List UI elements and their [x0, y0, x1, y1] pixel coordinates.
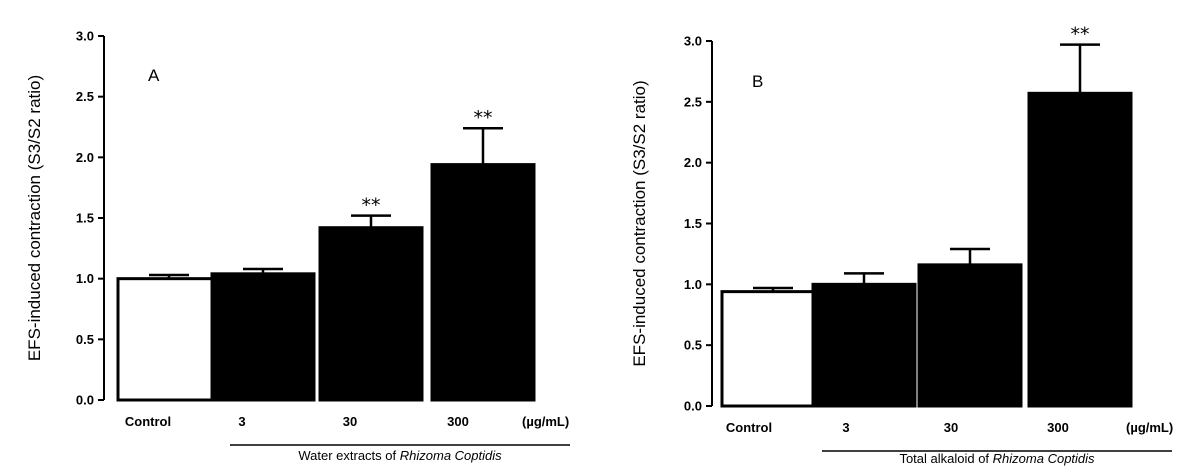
category-label: 30 — [944, 420, 958, 435]
y-axis-label: EFS-induced contraction (S3/S2 ratio) — [25, 75, 44, 361]
y-axis-label: EFS-induced contraction (S3/S2 ratio) — [630, 80, 649, 366]
bar — [430, 163, 536, 402]
y-tick-label: 2.0 — [76, 150, 94, 165]
bar — [318, 226, 424, 402]
category-label: Control — [726, 420, 772, 435]
y-tick-label: 3.0 — [684, 34, 702, 49]
panel-label: B — [752, 72, 763, 91]
group-label-prefix: Total alkaloid of — [899, 451, 992, 466]
group-label-italic: Rhizoma Coptidis — [993, 451, 1095, 466]
bar — [1027, 91, 1133, 408]
category-label: Control — [125, 414, 171, 429]
chart-panel-a: 0.0 0.5 1.0 1.5 2.0 2.5 3.0 EFS-induced contrac… — [25, 29, 570, 463]
bar — [116, 277, 222, 402]
chart-panel-b: 0.0 0.5 1.0 1.5 2.0 2.5 3.0 EFS-induced contrac… — [630, 24, 1173, 466]
category-label: 3 — [842, 420, 849, 435]
y-tick-label: 1.0 — [76, 271, 94, 286]
y-tick-label: 0.0 — [684, 399, 702, 414]
y-tick-label: 1.5 — [684, 216, 702, 231]
bar — [811, 282, 917, 408]
unit-label: (µg/mL) — [522, 414, 569, 429]
category-label: 3 — [238, 414, 245, 429]
y-tick-label: 3.0 — [76, 29, 94, 44]
y-tick-label: 0.5 — [76, 332, 94, 347]
y-tick-label: 0.5 — [684, 338, 702, 353]
bar — [720, 290, 826, 408]
y-tick-label: 1.5 — [76, 211, 94, 226]
significance-marker: ** — [1071, 24, 1090, 46]
bar — [917, 263, 1023, 408]
category-label: 300 — [1047, 420, 1069, 435]
y-tick-label: 2.5 — [76, 89, 94, 104]
bar — [210, 272, 316, 402]
y-tick-label: 2.5 — [684, 94, 702, 109]
group-label-prefix: Water extracts of — [298, 448, 399, 463]
unit-label: (µg/mL) — [1126, 420, 1173, 435]
significance-marker: ** — [474, 107, 493, 129]
significance-marker: ** — [362, 195, 381, 217]
group-label: Total alkaloid of Rhizoma Coptidis — [899, 451, 1095, 466]
group-label-italic: Rhizoma Coptidis — [400, 448, 502, 463]
y-tick-label: 0.0 — [76, 393, 94, 408]
panel-label: A — [148, 66, 160, 85]
y-tick-label: 1.0 — [684, 277, 702, 292]
category-label: 30 — [343, 414, 357, 429]
group-label: Water extracts of Rhizoma Coptidis — [298, 448, 502, 463]
y-tick-label: 2.0 — [684, 155, 702, 170]
category-label: 300 — [447, 414, 469, 429]
